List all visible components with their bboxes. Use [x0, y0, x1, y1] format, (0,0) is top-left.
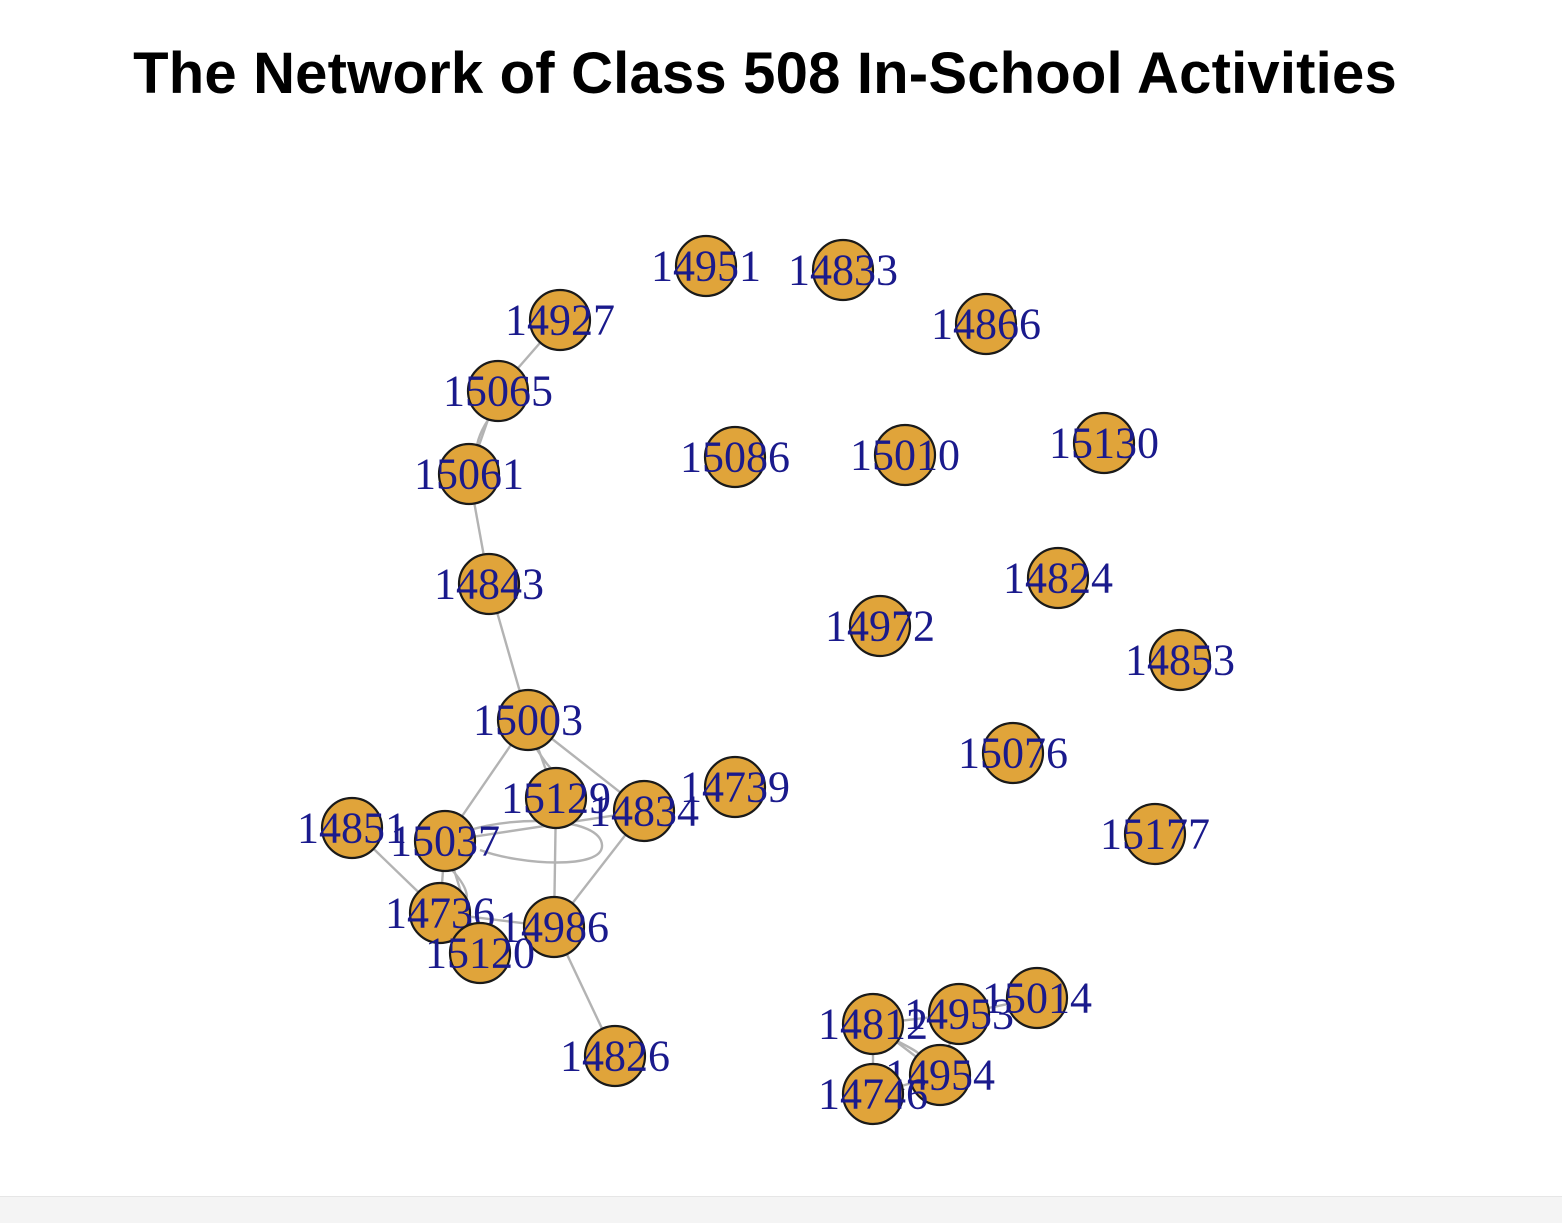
node-circle	[448, 921, 512, 985]
node-circle	[524, 766, 588, 830]
node-label: 15086	[680, 433, 790, 482]
node-circle	[811, 238, 875, 302]
node-14951: 14951	[651, 234, 761, 298]
node-15076: 15076	[958, 721, 1068, 785]
node-15086: 15086	[680, 425, 790, 489]
node-label: 14951	[651, 242, 761, 291]
node-circle	[1123, 802, 1187, 866]
node-label: 14853	[1125, 636, 1235, 685]
node-label: 15037	[390, 817, 500, 866]
node-circle	[612, 779, 676, 843]
node-label: 15065	[443, 367, 553, 416]
node-15129: 15129	[501, 766, 611, 830]
node-14833: 14833	[788, 238, 898, 302]
node-circle	[1005, 966, 1069, 1030]
node-label: 14824	[1003, 554, 1113, 603]
node-15003: 15003	[473, 688, 583, 752]
node-14953: 14953	[904, 982, 1014, 1046]
node-circle	[954, 292, 1018, 356]
node-label: 14739	[680, 763, 790, 812]
node-14826: 14826	[560, 1024, 670, 1088]
node-label: 15076	[958, 729, 1068, 778]
node-circle	[1148, 628, 1212, 692]
node-label: 14972	[825, 602, 935, 651]
node-15120: 15120	[425, 921, 535, 985]
node-14986: 14986	[499, 895, 609, 959]
node-label: 14826	[560, 1032, 670, 1081]
node-circle	[981, 721, 1045, 785]
node-14851: 14851	[297, 796, 407, 860]
node-15065: 15065	[443, 359, 553, 423]
node-14812: 14812	[818, 992, 928, 1056]
node-14972: 14972	[825, 594, 935, 658]
node-label: 14953	[904, 990, 1014, 1039]
node-label: 14866	[931, 300, 1041, 349]
node-circle	[1026, 546, 1090, 610]
node-15130: 15130	[1049, 411, 1159, 475]
node-14853: 14853	[1125, 628, 1235, 692]
node-14736: 14736	[385, 881, 495, 945]
node-circle	[408, 881, 472, 945]
edge-loop-15037-14834	[469, 819, 604, 864]
node-circle	[457, 552, 521, 616]
node-layer: 14951 14833 14927 14866 15065 15061 15086 15010…	[297, 234, 1235, 1126]
node-label: 14834	[589, 787, 699, 836]
chart-title: The Network of Class 508 In-School Activ…	[133, 41, 1397, 106]
node-15037: 15037	[390, 809, 500, 873]
node-15177: 15177	[1100, 802, 1210, 866]
node-circle	[873, 423, 937, 487]
window-bottom-strip	[0, 1196, 1562, 1223]
node-circle	[841, 992, 905, 1056]
node-14866: 14866	[931, 292, 1041, 356]
node-label: 14927	[505, 296, 615, 345]
node-label: 15130	[1049, 419, 1159, 468]
node-circle	[703, 425, 767, 489]
node-label: 14833	[788, 246, 898, 295]
node-label: 15014	[982, 974, 1092, 1023]
node-14834: 14834	[589, 779, 699, 843]
node-circle	[522, 895, 586, 959]
node-circle	[413, 809, 477, 873]
node-label: 14843	[434, 560, 544, 609]
node-15010: 15010	[850, 423, 960, 487]
node-15061: 15061	[414, 442, 524, 506]
node-14746: 14746	[818, 1062, 928, 1126]
node-circle	[528, 288, 592, 352]
node-label: 14812	[818, 1000, 928, 1049]
node-circle	[703, 755, 767, 819]
node-label: 14851	[297, 804, 407, 853]
node-label: 14986	[499, 903, 609, 952]
node-circle	[437, 442, 501, 506]
node-circle	[927, 982, 991, 1046]
node-label: 15177	[1100, 810, 1210, 859]
node-label: 15061	[414, 450, 524, 499]
node-14739: 14739	[680, 755, 790, 819]
node-circle	[848, 594, 912, 658]
node-label: 15120	[425, 929, 535, 978]
node-circle	[466, 359, 530, 423]
node-label: 15129	[501, 774, 611, 823]
node-14843: 14843	[434, 552, 544, 616]
node-15014: 15014	[982, 966, 1092, 1030]
node-circle	[583, 1024, 647, 1088]
node-14927: 14927	[505, 288, 615, 352]
node-circle	[1072, 411, 1136, 475]
node-14824: 14824	[1003, 546, 1113, 610]
node-circle	[674, 234, 738, 298]
node-circle	[496, 688, 560, 752]
node-circle	[908, 1043, 972, 1107]
node-circle	[841, 1062, 905, 1126]
node-label: 15003	[473, 696, 583, 745]
node-label: 14746	[818, 1070, 928, 1119]
node-label: 15010	[850, 431, 960, 480]
node-circle	[320, 796, 384, 860]
